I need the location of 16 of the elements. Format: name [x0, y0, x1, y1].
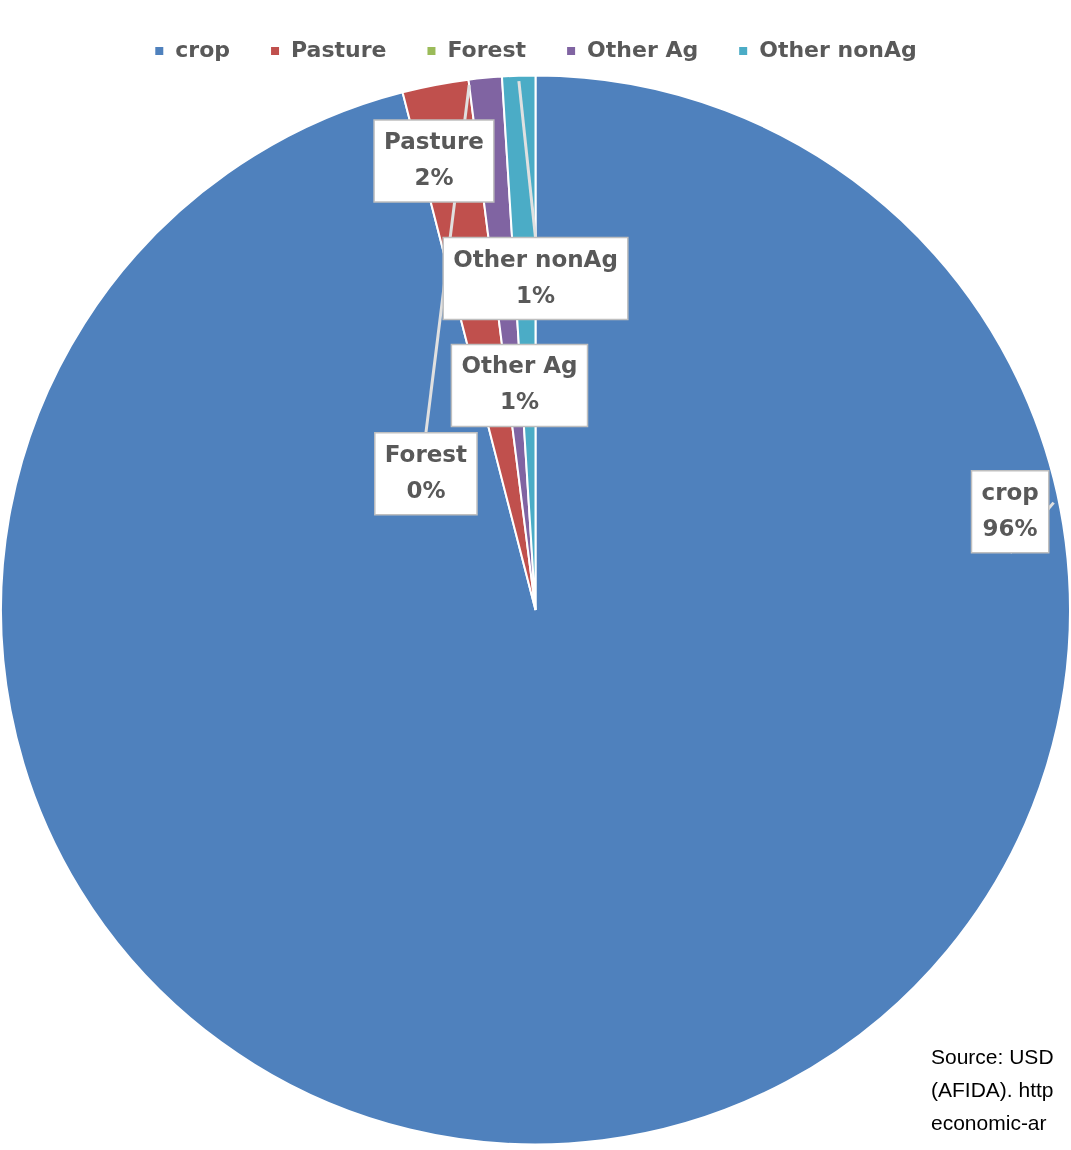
slice-label: crop [981, 478, 1039, 505]
slice-label: Pasture [384, 127, 484, 154]
category-label: Forest [384, 440, 468, 467]
data-label: 96% [982, 514, 1038, 541]
legend-label: Other Ag [587, 36, 699, 62]
data-label: 1% [499, 388, 539, 415]
text: 0% [406, 476, 446, 503]
slice-label: Other Ag [461, 352, 578, 379]
data-label: 2% [414, 163, 454, 190]
legend-label: Forest [447, 36, 527, 62]
slice-label: Other nonAg [453, 245, 618, 272]
data-label: 1% [515, 281, 556, 308]
legend-label: crop [175, 36, 231, 62]
source-note: Source: USD (AFIDA). http economic-ar [931, 1045, 1054, 1134]
legend-label: Pasture [291, 36, 387, 62]
legend-label: Other nonAg [759, 36, 917, 62]
